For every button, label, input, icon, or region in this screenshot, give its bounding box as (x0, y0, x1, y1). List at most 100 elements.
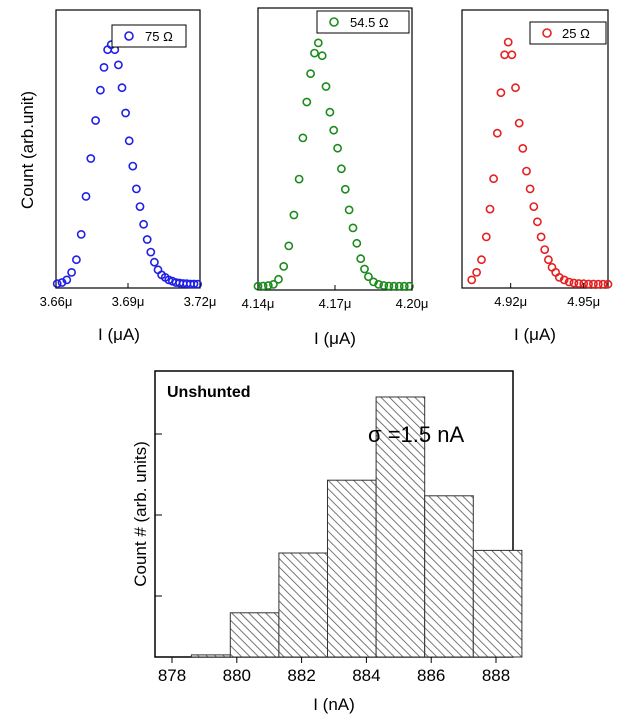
data-point (193, 279, 202, 289)
data-point (114, 60, 123, 70)
data-point (62, 275, 72, 285)
data-point (374, 279, 383, 289)
data-point (96, 85, 105, 95)
x-tick-label: 884 (352, 666, 380, 685)
data-point (121, 108, 130, 118)
data-point (317, 51, 327, 61)
annotation-sigma: σ =1.5 nA (368, 422, 464, 447)
data-point (369, 277, 378, 287)
histogram-bars (190, 396, 523, 658)
plot-frame-75 (55, 9, 201, 289)
data-point (258, 281, 268, 291)
legend-text: 25 Ω (562, 26, 590, 41)
panel-unshunted-histogram: 878 880 882 884 886 888 Unshunted σ =1.5 nA C… (131, 370, 523, 714)
data-point (384, 281, 394, 291)
data-point (511, 83, 520, 93)
data-point (554, 272, 564, 282)
data-point (574, 279, 584, 288)
data-point (593, 279, 603, 289)
x-tick-label: 4.92μ (494, 294, 527, 309)
data-point (525, 184, 535, 194)
data-point (57, 278, 67, 287)
data-point (268, 279, 278, 289)
x-tick-label: 878 (158, 666, 186, 685)
data-point (467, 275, 477, 285)
histogram-bar (472, 549, 523, 658)
x-axis-label: I (μA) (314, 329, 356, 348)
data-point (325, 107, 335, 117)
data-point (569, 278, 579, 288)
data-point (306, 69, 315, 79)
data-point (348, 223, 358, 233)
legend-marker (124, 31, 134, 41)
data-point (564, 277, 574, 287)
data-point (559, 275, 569, 285)
data-point (294, 174, 304, 184)
data-point (522, 166, 531, 176)
legend-marker (329, 17, 339, 27)
panel-75-ohm: 3.66μ 3.69μ 3.72μ 75 Ω Count (arb.unit) I … (18, 9, 217, 344)
data-point (86, 154, 96, 163)
series-75-ohm-points (52, 40, 202, 289)
data-point (352, 238, 362, 248)
data-point (321, 82, 331, 91)
data-point (399, 281, 409, 291)
data-point (81, 191, 91, 201)
x-tick-label: 882 (287, 666, 315, 685)
data-point (485, 204, 495, 214)
x-tick-label: 4.95μ (567, 294, 600, 309)
data-point (544, 255, 553, 265)
y-axis-label: Count # (arb. units) (131, 441, 150, 587)
data-point (124, 136, 134, 146)
data-point (489, 174, 498, 184)
data-point (477, 255, 486, 265)
x-tick-label: 4.17μ (319, 296, 352, 311)
annotation-unshunted: Unshunted (167, 384, 251, 401)
x-ticks-54-5: 4.14μ 4.17μ 4.20μ (242, 285, 429, 311)
data-point (298, 133, 308, 143)
x-ticks-histogram: 878 880 882 884 886 888 (158, 657, 510, 685)
x-tick-label: 880 (223, 666, 251, 685)
x-tick-label: 3.66μ (40, 294, 73, 309)
data-point (128, 161, 138, 171)
data-point (360, 264, 369, 274)
data-point (274, 274, 283, 284)
data-point (146, 247, 156, 257)
data-point (507, 50, 517, 60)
series-54-5-ohm-points (253, 38, 414, 291)
data-point (500, 50, 509, 60)
y-axis-label: Count (arb.unit) (18, 91, 37, 209)
data-point (340, 184, 350, 194)
x-tick-label: 3.72μ (184, 294, 217, 309)
x-ticks-75: 3.66μ 3.69μ 3.72μ (40, 283, 217, 309)
data-point (394, 281, 404, 291)
data-point (540, 245, 550, 254)
x-axis-label: I (μA) (98, 325, 140, 344)
data-point (589, 279, 598, 289)
legend-text: 75 Ω (145, 29, 173, 44)
data-point (536, 232, 546, 242)
data-point (142, 235, 152, 244)
data-point (404, 281, 414, 291)
data-point (153, 265, 163, 275)
data-point (514, 118, 524, 128)
plot-frame-25 (461, 9, 609, 289)
x-ticks-25: 4.92μ 4.95μ (494, 283, 600, 309)
data-point (481, 232, 491, 242)
legend-box (111, 24, 187, 48)
data-point (52, 279, 62, 289)
data-point (496, 88, 506, 98)
data-point (344, 205, 354, 215)
data-point (263, 281, 273, 290)
series-25-ohm-points (467, 37, 613, 289)
legend-54-5: 54.5 Ω (316, 10, 410, 34)
x-axis-label: I (nA) (313, 695, 355, 714)
data-point (533, 217, 542, 227)
histogram-bar (375, 396, 426, 658)
x-tick-label: 3.69μ (112, 294, 145, 309)
x-tick-label: 888 (482, 666, 510, 685)
plot-frame-54-5 (257, 7, 413, 291)
x-tick-label: 4.20μ (396, 296, 429, 311)
data-point (363, 272, 373, 282)
data-point (529, 202, 539, 211)
